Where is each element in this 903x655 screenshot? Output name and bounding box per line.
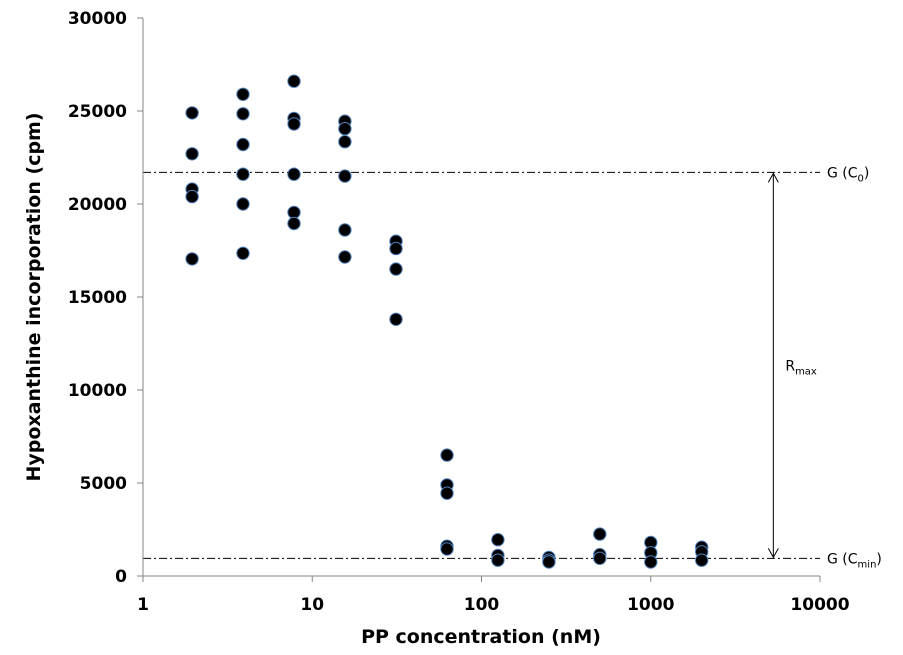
data-point <box>389 312 403 326</box>
x-tick-label: 1000 <box>627 595 674 615</box>
data-point <box>185 147 199 161</box>
data-point <box>236 87 250 102</box>
data-point <box>491 553 505 567</box>
axes <box>137 17 821 582</box>
reference-line-label: G (Cmin) <box>827 551 882 570</box>
range-arrow-head-top <box>767 172 779 183</box>
data-point <box>236 246 250 261</box>
data-point <box>440 486 454 500</box>
data-point <box>593 551 607 565</box>
data-point <box>389 262 403 276</box>
data-point <box>440 448 454 462</box>
reference-line-label: G (C0) <box>827 165 869 184</box>
data-point <box>389 241 403 256</box>
y-tick-label: 10000 <box>68 381 127 401</box>
x-tick-label: 1 <box>137 595 149 615</box>
data-points <box>185 74 709 569</box>
data-point <box>185 189 199 204</box>
data-point <box>542 555 556 569</box>
data-point <box>338 135 352 149</box>
data-point <box>236 137 250 152</box>
y-tick-label: 25000 <box>68 102 127 122</box>
data-point <box>338 169 352 183</box>
data-point <box>287 74 301 88</box>
data-point <box>338 122 352 136</box>
y-tick-label: 15000 <box>68 288 127 308</box>
reference-lines: G (C0) G (Cmin) <box>143 165 882 570</box>
tick-labels: 0 5000 10000 15000 20000 25000 30000 1 10 100 1000… <box>68 9 850 615</box>
y-tick-label: 0 <box>115 567 127 587</box>
data-point <box>287 117 301 131</box>
y-tick-label: 20000 <box>68 195 127 215</box>
y-axis-title: Hypoxanthine incorporation (cpm) <box>23 112 45 481</box>
range-label: Rmax <box>785 358 817 377</box>
data-point <box>491 533 505 547</box>
data-point <box>236 107 250 121</box>
range-annotation: Rmax <box>767 172 817 559</box>
x-tick-label: 10000 <box>790 595 849 615</box>
data-point <box>236 197 250 211</box>
x-tick-label: 10 <box>300 595 324 615</box>
data-point <box>440 542 454 556</box>
x-axis-title: PP concentration (nM) <box>361 626 601 648</box>
data-point <box>593 527 607 541</box>
range-arrow-head-bottom <box>767 548 779 559</box>
data-point <box>287 167 301 181</box>
y-tick-label: 5000 <box>80 474 127 494</box>
data-point <box>287 205 301 220</box>
data-point <box>695 553 709 567</box>
x-tick-label: 100 <box>464 595 500 615</box>
y-tick-label: 30000 <box>68 9 127 29</box>
data-point <box>338 223 352 237</box>
data-point <box>644 555 658 569</box>
data-point <box>185 106 199 120</box>
data-point <box>236 167 250 181</box>
data-point <box>287 216 301 231</box>
data-point <box>185 252 199 266</box>
data-point <box>338 250 352 264</box>
